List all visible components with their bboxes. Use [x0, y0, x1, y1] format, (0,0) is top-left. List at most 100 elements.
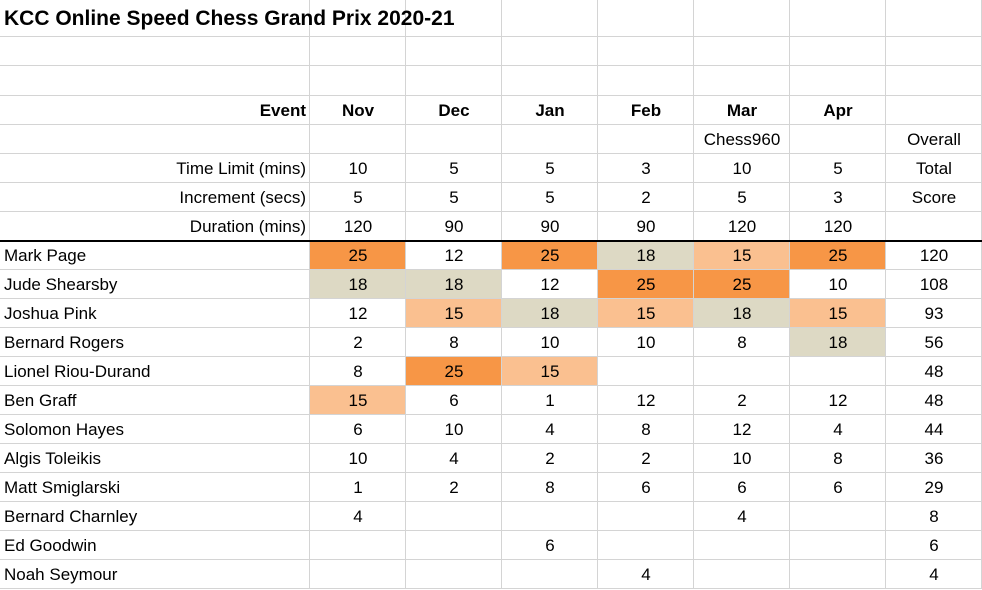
cell: [406, 531, 502, 560]
cell: [598, 154, 694, 183]
cell: [598, 415, 694, 444]
player-name: Matt Smiglarski: [4, 477, 121, 497]
cell: [310, 444, 406, 473]
score: 15: [636, 303, 656, 323]
setting-value: 120: [727, 216, 757, 236]
overall-label: Total: [916, 158, 952, 178]
score: 12: [732, 419, 752, 439]
event-month: Feb: [630, 100, 662, 120]
cell: [0, 357, 310, 386]
cell: [598, 444, 694, 473]
score: 8: [545, 477, 555, 497]
cell: [598, 386, 694, 415]
total-score: 120: [919, 245, 949, 265]
cell: [310, 386, 406, 415]
setting-value: 5: [449, 187, 459, 207]
event-note: Chess960: [703, 129, 781, 149]
cell: [886, 212, 982, 241]
event-month: Apr: [823, 100, 853, 120]
cell: [406, 444, 502, 473]
cell: [0, 386, 310, 415]
score: 4: [737, 506, 747, 526]
cell: [790, 357, 886, 386]
cell: [406, 125, 502, 154]
score: 8: [641, 419, 651, 439]
cell: [406, 66, 502, 96]
score: 2: [641, 448, 651, 468]
cell: [694, 357, 790, 386]
cell: [502, 96, 598, 125]
score: 4: [641, 564, 651, 584]
cell: [694, 415, 790, 444]
cell: [406, 270, 502, 299]
cell: [790, 154, 886, 183]
score: 10: [732, 448, 752, 468]
cell: [0, 241, 310, 270]
score: 12: [636, 390, 656, 410]
cell: [406, 560, 502, 589]
cell: [406, 96, 502, 125]
score: 15: [540, 361, 560, 381]
event-month: Dec: [438, 100, 470, 120]
cell: [598, 328, 694, 357]
cell: [502, 241, 598, 270]
total-score: 108: [919, 274, 949, 294]
setting-value: 5: [449, 158, 459, 178]
cell: [502, 386, 598, 415]
cell: [310, 0, 406, 37]
cell: [310, 357, 406, 386]
cell: [694, 0, 790, 37]
cell: [598, 37, 694, 66]
cell: [310, 183, 406, 212]
cell: [598, 560, 694, 589]
score: 15: [348, 390, 368, 410]
cell: [790, 270, 886, 299]
total-score: 56: [924, 332, 944, 352]
player-name: Bernard Rogers: [4, 332, 125, 352]
cell: [0, 96, 310, 125]
score: 8: [737, 332, 747, 352]
cell: [310, 328, 406, 357]
event-month: Nov: [341, 100, 375, 120]
cell: [694, 328, 790, 357]
cell: [598, 66, 694, 96]
cell: [694, 125, 790, 154]
score: 1: [545, 390, 555, 410]
cell: [406, 502, 502, 531]
player-name: Lionel Riou-Durand: [4, 361, 151, 381]
score: 18: [732, 303, 752, 323]
cell: [598, 241, 694, 270]
event-month: Jan: [535, 100, 565, 120]
score: 10: [348, 448, 368, 468]
score: 8: [833, 448, 843, 468]
cell: [406, 328, 502, 357]
cell: [310, 415, 406, 444]
cell: [502, 357, 598, 386]
setting-value: 90: [444, 216, 464, 236]
cell: [886, 37, 982, 66]
cell: [694, 502, 790, 531]
score: 10: [636, 332, 656, 352]
score: 25: [828, 245, 848, 265]
cell: [598, 473, 694, 502]
setting-value: 5: [545, 187, 555, 207]
player-name: Joshua Pink: [4, 303, 97, 323]
cell: [886, 96, 982, 125]
cell: [0, 415, 310, 444]
cell: [310, 531, 406, 560]
cell: [0, 154, 310, 183]
score: 12: [444, 245, 464, 265]
score: 10: [444, 419, 464, 439]
cell: [502, 0, 598, 37]
cell: [0, 183, 310, 212]
score: 4: [545, 419, 555, 439]
cell: [790, 444, 886, 473]
cell: [502, 473, 598, 502]
cell: [694, 96, 790, 125]
cell: [0, 473, 310, 502]
player-name: Jude Shearsby: [4, 274, 118, 294]
score: 25: [732, 274, 752, 294]
setting-value: 5: [833, 158, 843, 178]
score: 6: [449, 390, 459, 410]
cell: [790, 0, 886, 37]
